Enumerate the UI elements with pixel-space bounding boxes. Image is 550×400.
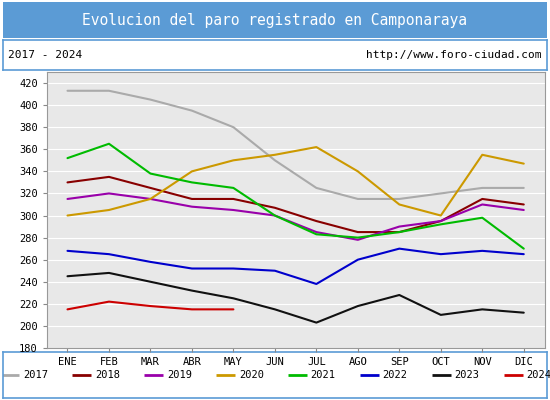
- Text: 2019: 2019: [167, 370, 192, 380]
- Text: 2023: 2023: [455, 370, 480, 380]
- Text: 2024: 2024: [526, 370, 550, 380]
- Text: http://www.foro-ciudad.com: http://www.foro-ciudad.com: [366, 50, 542, 60]
- Text: 2017: 2017: [23, 370, 48, 380]
- Text: 2018: 2018: [95, 370, 120, 380]
- Text: 2022: 2022: [383, 370, 408, 380]
- Text: 2021: 2021: [311, 370, 335, 380]
- Text: 2020: 2020: [239, 370, 264, 380]
- Text: 2017 - 2024: 2017 - 2024: [8, 50, 82, 60]
- Text: Evolucion del paro registrado en Camponaraya: Evolucion del paro registrado en Campona…: [82, 12, 468, 28]
